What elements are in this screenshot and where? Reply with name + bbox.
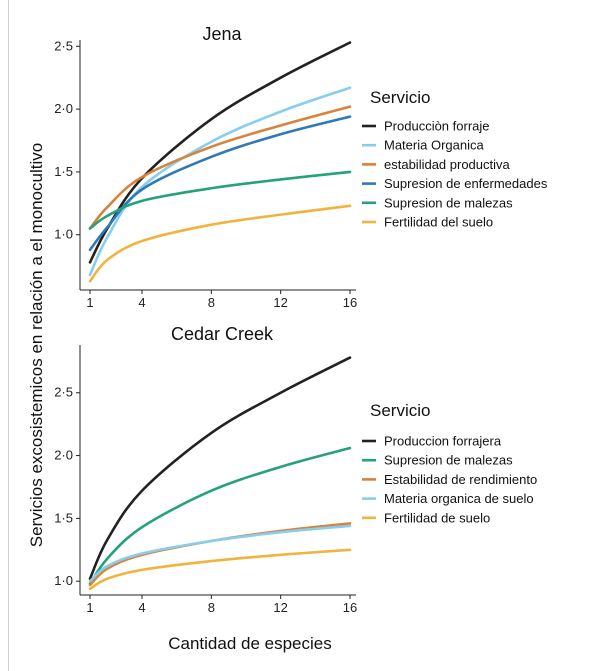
y-tick-label: 1·5 [54, 164, 73, 179]
x-axis-title: Cantidad de especies [168, 634, 332, 653]
series-line-estabilidad-de-rendimiento [88, 522, 352, 587]
x-tick-label: 4 [138, 600, 145, 615]
series-line-supresion-de-malezas [88, 446, 352, 586]
y-tick-label: 2·0 [54, 448, 73, 463]
series-line-supresion-de-enfermedades [88, 115, 352, 252]
x-tick-label: 1 [86, 295, 93, 310]
legend-label: Fertilidad de suelo [384, 510, 490, 525]
legend-label: Produccion forrajera [384, 434, 502, 449]
legend-label: Supresion de malezas [384, 195, 513, 210]
y-tick-label: 2·5 [54, 38, 73, 53]
legend-label: Materia organica de suelo [384, 491, 534, 506]
legend-title: Servicio [370, 88, 430, 107]
y-axis-title: Servicios excosistemicos en relación a e… [27, 143, 46, 547]
legend-label: Fertilidad del suelo [384, 215, 493, 230]
legend-label: Estabilidad de rendimiento [384, 472, 537, 487]
legend-label: Producciòn forraje [384, 119, 490, 134]
legend-label: estabilidad productiva [384, 157, 511, 172]
series-line-materia-organica-de-suelo [88, 524, 352, 583]
series-line-produccion-forrajera [88, 356, 352, 580]
y-tick-label: 2·5 [54, 385, 73, 400]
panel-jena: Jena 1·0 1·5 2·0 2·5 1 4 8 12 16 Servicio Producciò… [54, 24, 548, 310]
x-tick-label: 16 [343, 600, 357, 615]
series-line-fertilidad-del-suelo [88, 204, 352, 283]
legend-label: Materia Organica [384, 138, 484, 153]
chart-title: Cedar Creek [171, 324, 274, 344]
x-tick-label: 12 [273, 600, 287, 615]
page-left-rule [8, 0, 9, 671]
x-tick-label: 16 [343, 295, 357, 310]
x-tick-label: 8 [208, 600, 215, 615]
series-line-supresion-de-malezas [88, 170, 352, 230]
panel-cedar-creek: Cedar Creek 1·0 1·5 2·0 2·5 1 4 8 12 16 Servicio Pr… [54, 324, 537, 615]
x-tick-label: 1 [86, 600, 93, 615]
x-tick-label: 4 [138, 295, 145, 310]
series-line-fertilidad-de-suelo [88, 548, 352, 591]
x-tick-label: 12 [273, 295, 287, 310]
legend-label: Supresion de enfermedades [384, 176, 548, 191]
legend-label: Supresion de malezas [384, 453, 513, 468]
y-tick-label: 2·0 [54, 101, 73, 116]
chart-title: Jena [202, 24, 242, 44]
y-tick-label: 1·5 [54, 510, 73, 525]
series-line-estabilidad-productiva [88, 105, 352, 230]
y-tick-label: 1·0 [54, 573, 73, 588]
legend-title: Servicio [370, 401, 430, 420]
y-tick-label: 1·0 [54, 227, 73, 242]
x-tick-label: 8 [208, 295, 215, 310]
